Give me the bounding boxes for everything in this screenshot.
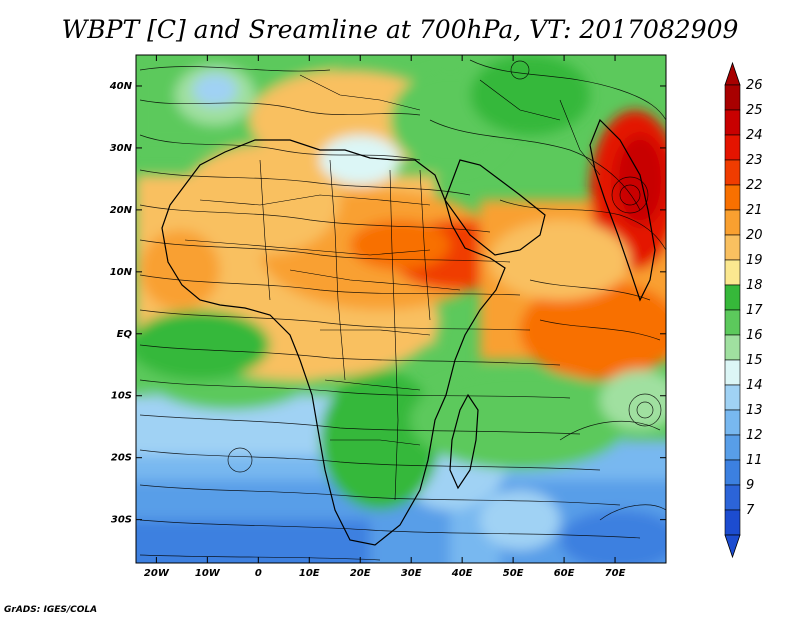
chart-title: WBPT [C] and Sreamline at 700hPa, VT: 20… (62, 15, 739, 44)
colorbar-swatch (724, 384, 741, 411)
colorbar-swatch (724, 434, 741, 461)
colorbar-top-arrow (724, 61, 741, 86)
grads-credit: GrADS: IGES/COLA (4, 605, 97, 615)
lon-tick-label: 30E (401, 568, 422, 579)
lon-tick-label: 10W (195, 568, 221, 579)
colorbar-swatch (724, 134, 741, 161)
colorbar-label: 17 (746, 303, 763, 318)
colorbar-swatch (724, 459, 741, 486)
colorbar-label: 25 (746, 103, 763, 118)
lat-tick-label: 30N (110, 143, 133, 154)
lat-tick-label: 40N (109, 81, 133, 92)
colorbar-label: 23 (746, 153, 763, 168)
colorbar-swatch (724, 334, 741, 361)
colorbar-label: 18 (746, 278, 763, 293)
country-borders (184, 74, 601, 501)
colorbar-label: 15 (746, 353, 763, 368)
colorbar-label: 20 (746, 228, 763, 243)
lat-tick-label: 10N (110, 267, 133, 278)
colorbar-label: 13 (746, 403, 763, 418)
lat-tick-label: 20N (110, 205, 133, 216)
colorbar-swatch (724, 109, 741, 136)
colorbar-swatch (724, 284, 741, 311)
lat-tick-label: 10S (111, 391, 132, 402)
lon-tick-label: 60E (554, 568, 575, 579)
colorbar-label: 24 (746, 128, 763, 143)
colorbar-swatch (724, 159, 741, 186)
colorbar-swatch (724, 259, 741, 286)
colorbar: 26 25 24 23 22 21 20 19 18 17 16 15 14 13 12 11 9 7 (724, 61, 763, 559)
longitude-axis: 20W 10W 0 10E 20E 30E 40E 50E 60E 70E (144, 55, 626, 579)
colorbar-label: 12 (746, 428, 763, 443)
colorbar-label: 21 (746, 203, 763, 218)
colorbar-swatch (724, 209, 741, 236)
colorbar-swatch (724, 359, 741, 386)
colorbar-swatch (724, 484, 741, 511)
colorbar-label: 9 (746, 478, 754, 493)
lon-tick-label: 0 (255, 568, 262, 579)
colorbar-label: 7 (746, 503, 755, 518)
lat-tick-label: EQ (117, 329, 133, 340)
coastlines (161, 118, 656, 546)
lon-tick-label: 10E (299, 568, 320, 579)
latitude-axis: 40N 30N 20N 10N EQ 10S 20S 30S (109, 81, 666, 526)
colorbar-swatch (724, 509, 741, 536)
lat-tick-label: 30S (111, 515, 132, 526)
lon-tick-label: 20W (144, 568, 170, 579)
colorbar-swatch (724, 234, 741, 261)
colorbar-swatch (724, 84, 741, 111)
lon-tick-label: 20E (350, 568, 371, 579)
colorbar-swatch (724, 309, 741, 336)
colorbar-swatch (724, 184, 741, 211)
lon-tick-label: 70E (605, 568, 626, 579)
map-panel (136, 55, 666, 563)
colorbar-label: 11 (746, 453, 763, 468)
colorbar-label: 26 (746, 78, 763, 93)
streamlines (139, 59, 666, 561)
colorbar-label: 19 (746, 253, 763, 268)
colorbar-label: 14 (746, 378, 763, 393)
wbpt-field-shading (136, 55, 666, 563)
map-frame (135, 54, 667, 564)
lon-tick-label: 50E (503, 568, 524, 579)
colorbar-swatch (724, 409, 741, 436)
lat-tick-label: 20S (111, 453, 132, 464)
colorbar-label: 16 (746, 328, 763, 343)
colorbar-bottom-arrow (724, 534, 741, 559)
colorbar-label: 22 (746, 178, 763, 193)
lon-tick-label: 40E (451, 568, 473, 579)
